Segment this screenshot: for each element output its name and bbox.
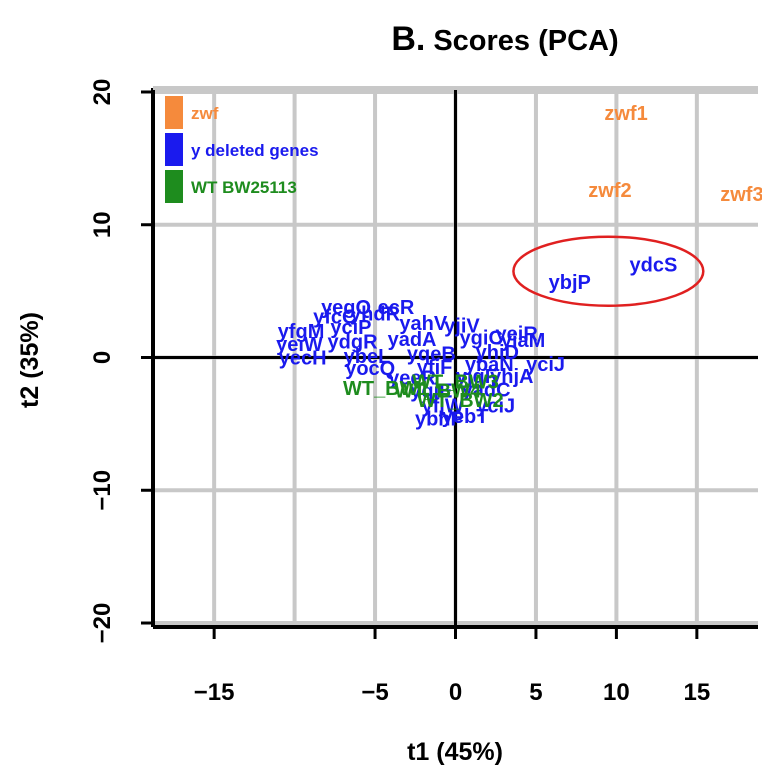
data-point-label: yfjW bbox=[422, 395, 464, 417]
x-tick-label: 15 bbox=[684, 679, 711, 706]
legend-swatch bbox=[165, 133, 183, 166]
axes: −15 −5 0 5 10 15 −20 −10 0 10 20 bbox=[89, 79, 758, 706]
chart-title: B. Scores (PCA) bbox=[391, 20, 618, 58]
data-point-label: ydgR bbox=[328, 332, 379, 354]
data-point-label: yfgM bbox=[278, 321, 325, 343]
data-point-label: yadC bbox=[462, 379, 511, 401]
data-point-label: yecH bbox=[279, 348, 327, 370]
legend-swatch bbox=[165, 170, 183, 203]
data-point-label: yciJ bbox=[476, 395, 515, 417]
x-tick-label: −5 bbox=[361, 679, 388, 706]
data-point-label: zwf2 bbox=[588, 180, 631, 202]
chart-title-letter: B. bbox=[391, 20, 425, 58]
data-point-label: yadA bbox=[388, 329, 437, 351]
y-tick-label: 0 bbox=[89, 351, 116, 364]
legend-label: y deleted genes bbox=[191, 141, 319, 160]
data-point-label: yqjE bbox=[410, 381, 452, 403]
y-axis-label: t2 (35%) bbox=[16, 312, 44, 408]
y-tick-label: 10 bbox=[89, 211, 116, 238]
data-point-label: yegQ bbox=[321, 297, 371, 319]
x-tick-label: 10 bbox=[603, 679, 630, 706]
data-point-label: yiaM bbox=[501, 330, 545, 352]
chart-title-text: Scores (PCA) bbox=[433, 25, 618, 57]
x-axis-label: t1 (45%) bbox=[407, 738, 503, 766]
data-point-label: ybhP bbox=[415, 409, 464, 431]
data-point-label: yciP bbox=[330, 317, 371, 339]
data-point-label: yjgF bbox=[456, 366, 497, 388]
data-point-label: ybeL bbox=[344, 346, 391, 368]
y-tick-label: −20 bbox=[89, 603, 116, 644]
data-point-label: yhiD bbox=[476, 342, 519, 364]
data-point-label: yeiW bbox=[276, 334, 323, 356]
data-point-label: zwf1 bbox=[604, 103, 647, 125]
data-point-label: yeiR bbox=[496, 324, 539, 346]
y-tick-label: 20 bbox=[89, 79, 116, 106]
data-point-label: ybjP bbox=[549, 272, 591, 294]
data-point-label: ygiC bbox=[460, 328, 503, 350]
data-point-label: ydcS bbox=[630, 255, 678, 277]
data-point-label: yfcC bbox=[313, 306, 356, 328]
series-zwf: zwf1 zwf2 zwf3 bbox=[588, 103, 762, 206]
data-point-label: yahV bbox=[399, 313, 447, 335]
data-point-label: WT_BW2 bbox=[417, 390, 504, 412]
x-tick-label: 0 bbox=[449, 679, 462, 706]
legend-swatch bbox=[165, 96, 183, 129]
data-point-label: yeeR bbox=[388, 367, 436, 389]
data-point-label: yciJ bbox=[526, 354, 565, 376]
data-point-label: ecR bbox=[378, 297, 415, 319]
data-point-label: WT_BW3 bbox=[412, 371, 499, 393]
legend-label: WT BW25113 bbox=[191, 178, 297, 197]
data-point-label: yebT bbox=[442, 406, 489, 428]
y-tick-label: −10 bbox=[89, 470, 116, 511]
legend-label: zwf bbox=[191, 104, 219, 123]
legend: zwf y deleted genes WT BW25113 bbox=[165, 96, 319, 203]
data-point-label: WT_BW1 bbox=[343, 378, 430, 400]
data-point-label: yhdR bbox=[350, 304, 401, 326]
x-tick-label: −15 bbox=[194, 679, 235, 706]
data-point-label: yhjA bbox=[490, 366, 533, 388]
data-point-label: yocQ bbox=[345, 358, 395, 380]
data-point-label: ybaN bbox=[465, 354, 514, 376]
data-point-label: yqeB bbox=[407, 344, 456, 366]
data-point-label: yjiV bbox=[444, 316, 480, 338]
x-tick-label: 5 bbox=[529, 679, 542, 706]
data-point-label: WT_BW4 bbox=[394, 381, 482, 403]
data-point-label: zwf3 bbox=[720, 184, 762, 206]
data-point-label: yfiF bbox=[417, 357, 453, 379]
highlight-ellipse bbox=[512, 235, 705, 307]
